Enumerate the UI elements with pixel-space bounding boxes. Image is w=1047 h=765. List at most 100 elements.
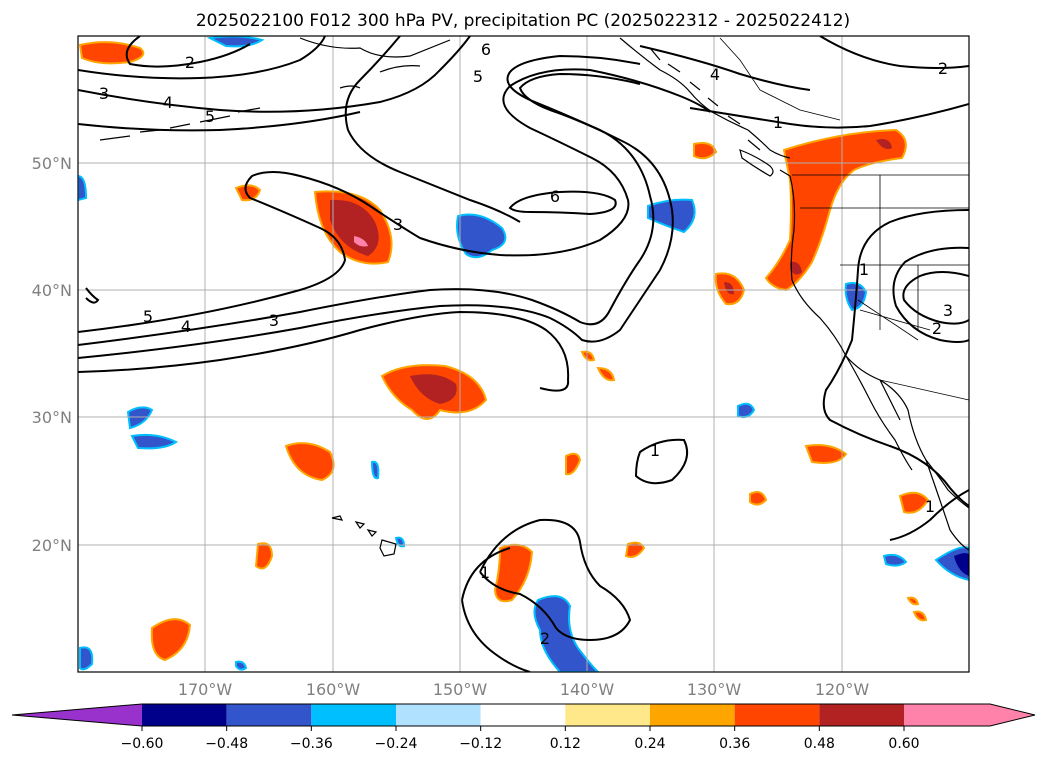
contour-label: 3 <box>269 311 279 330</box>
precip-area <box>565 452 582 476</box>
precip-area <box>150 618 192 662</box>
pv-contour <box>344 36 521 223</box>
precip-area <box>876 139 892 149</box>
pv-contour <box>85 287 100 304</box>
contour-label: 2 <box>185 53 195 72</box>
lon-label: 170°W <box>178 680 233 699</box>
contour-label: 1 <box>480 563 490 582</box>
precip-area <box>790 261 802 275</box>
precip-area <box>370 460 380 480</box>
lon-label: 150°W <box>433 680 488 699</box>
contour-label: 2 <box>932 319 942 338</box>
lon-label: 160°W <box>306 680 361 699</box>
colorbar-segment <box>819 704 904 726</box>
colorbar-tick-label: −0.48 <box>205 736 248 752</box>
coastline-mexico <box>925 459 969 551</box>
contour-label: 3 <box>99 84 109 103</box>
precip-area <box>724 282 734 295</box>
colorbar-tick-label: 0.12 <box>550 736 581 752</box>
lat-label: 30°N <box>32 408 72 427</box>
precip-area <box>596 366 616 382</box>
pv-contour <box>78 54 655 346</box>
border-state <box>800 175 969 341</box>
contour-label: 5 <box>205 107 215 126</box>
contour-label: 3 <box>393 215 403 234</box>
pv-contour <box>689 103 969 129</box>
precip-area <box>749 491 768 506</box>
pv-contour <box>902 271 969 325</box>
colorbar-tick-label: −0.36 <box>290 736 333 752</box>
border-us-mexico <box>879 379 969 401</box>
colorbar-segment <box>904 704 990 726</box>
pv-contour <box>634 438 688 485</box>
lon-label: 140°W <box>560 680 615 699</box>
coastline-aleutians <box>99 107 261 141</box>
precip-area <box>693 142 718 160</box>
pv-contour <box>78 68 711 333</box>
contour-label: 2 <box>540 629 550 648</box>
contour-label: 1 <box>773 113 783 132</box>
precip-area <box>912 610 928 622</box>
pv-contour <box>78 310 570 392</box>
precip-area <box>330 199 379 256</box>
lat-label: 40°N <box>32 281 72 300</box>
pv-contour <box>892 246 969 343</box>
colorbar-tick-label: 0.48 <box>804 736 835 752</box>
precip-area <box>79 646 94 671</box>
lon-label: 120°W <box>815 680 870 699</box>
pv-contour <box>78 36 471 113</box>
contour-label: 6 <box>481 40 491 59</box>
colorbar-tick-label: 0.36 <box>719 736 750 752</box>
pv-contours <box>78 36 969 672</box>
colorbar-segment <box>226 704 312 726</box>
contour-label: 2 <box>938 59 948 78</box>
contour-label: 3 <box>943 301 953 320</box>
colorbar-extend-min <box>12 704 142 726</box>
lat-label: 20°N <box>32 536 72 555</box>
contour-label: 5 <box>143 307 153 326</box>
contour-label: 4 <box>181 317 191 336</box>
pv-contour <box>479 518 632 642</box>
precip-area <box>493 543 534 603</box>
colorbar-segment <box>396 704 481 726</box>
precip-area <box>906 596 920 606</box>
pv-contour <box>78 36 326 80</box>
precip-area <box>624 541 646 558</box>
map-panel: 2 3 4 5 6 4 2 1 6 3 5 4 3 1 3 2 1 1 2 1 <box>77 35 970 673</box>
precip-area <box>394 536 406 548</box>
colorbar-segment <box>734 704 820 726</box>
colorbar-tick-label: −0.12 <box>459 736 502 752</box>
latitude-labels: 50°N 40°N 30°N 20°N <box>32 154 72 555</box>
colorbar-segment <box>142 704 227 726</box>
precip-area <box>804 444 848 464</box>
pv-contour <box>819 36 969 69</box>
precip-area <box>764 128 907 292</box>
political-borders <box>719 37 969 401</box>
coastline-baja <box>845 355 913 471</box>
precip-positive-areas <box>78 41 930 662</box>
contour-label: 5 <box>473 67 483 86</box>
pv-contour <box>508 190 617 216</box>
pv-contour <box>125 36 251 68</box>
coastline-us-west <box>789 175 969 509</box>
colorbar-segment <box>565 704 650 726</box>
pv-contour <box>639 45 811 91</box>
contour-label: 6 <box>550 187 560 206</box>
precip-area <box>954 553 969 576</box>
map-frame <box>77 35 970 673</box>
colorbar-segment <box>650 704 735 726</box>
precip-area <box>130 433 178 450</box>
hawaii-islands <box>331 515 397 557</box>
lon-label: 130°W <box>687 680 742 699</box>
contour-label: 1 <box>925 497 935 516</box>
precip-area <box>235 660 248 671</box>
pv-contour <box>78 111 361 132</box>
coastline-bc <box>649 47 791 177</box>
pv-contour <box>822 209 969 507</box>
precip-area <box>533 595 600 672</box>
precip-area <box>882 553 908 567</box>
precip-area <box>898 491 930 514</box>
precip-area <box>254 542 274 570</box>
precip-negative-areas <box>78 36 969 672</box>
